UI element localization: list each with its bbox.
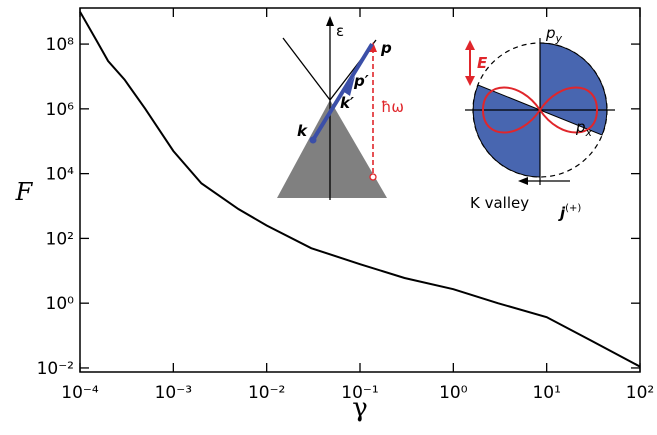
annotation: k bbox=[297, 122, 308, 140]
annotation-text: p bbox=[575, 118, 586, 136]
chart: ε p p′ k′ k ħω E py px K valley j(+) γ F… bbox=[0, 0, 657, 435]
x-tick-label: 10² bbox=[626, 383, 654, 403]
x-tick-label: 10⁻³ bbox=[155, 383, 192, 403]
y-tick-label: 10² bbox=[46, 229, 74, 249]
y-tick-label: 10⁸ bbox=[46, 35, 75, 55]
annotation: ε bbox=[336, 22, 344, 40]
y-axis-label: F bbox=[15, 178, 34, 206]
annotation: E bbox=[477, 54, 488, 72]
current-arrowhead bbox=[518, 177, 528, 185]
annotation-sup: (+) bbox=[565, 203, 581, 214]
x-tick-label: 10⁰ bbox=[439, 383, 468, 403]
cone-line bbox=[283, 38, 330, 100]
y-tick-label: 10⁴ bbox=[46, 165, 75, 185]
x-tick-label: 10¹ bbox=[532, 383, 560, 403]
x-tick-label: 10⁻¹ bbox=[341, 383, 378, 403]
annotation: j(+) bbox=[558, 203, 581, 222]
axis-arrow bbox=[326, 16, 334, 26]
momentum-inset bbox=[465, 38, 615, 185]
y-tick-label: 10⁻² bbox=[37, 359, 74, 379]
annotation: py bbox=[545, 24, 563, 45]
state-k bbox=[310, 137, 317, 144]
x-tick-label: 10⁻⁴ bbox=[61, 383, 99, 403]
annotation: k′ bbox=[340, 94, 354, 112]
dispersion-inset bbox=[277, 16, 387, 200]
initial-state bbox=[370, 174, 376, 180]
annotation: p bbox=[380, 39, 392, 57]
annotation-sub: y bbox=[555, 32, 563, 45]
annotation: K valley bbox=[470, 194, 529, 212]
x-tick-label: 10⁻² bbox=[248, 383, 285, 403]
field-arrowhead bbox=[465, 76, 475, 86]
filled-cone bbox=[277, 100, 387, 198]
annotation: p′ bbox=[353, 72, 369, 90]
annotation: ħω bbox=[381, 98, 404, 116]
annotation-text: p bbox=[545, 24, 556, 42]
field-arrowhead bbox=[465, 40, 475, 50]
y-tick-label: 10⁰ bbox=[46, 294, 75, 314]
y-tick-label: 10⁶ bbox=[46, 100, 75, 120]
annotation-sub: x bbox=[585, 126, 593, 139]
